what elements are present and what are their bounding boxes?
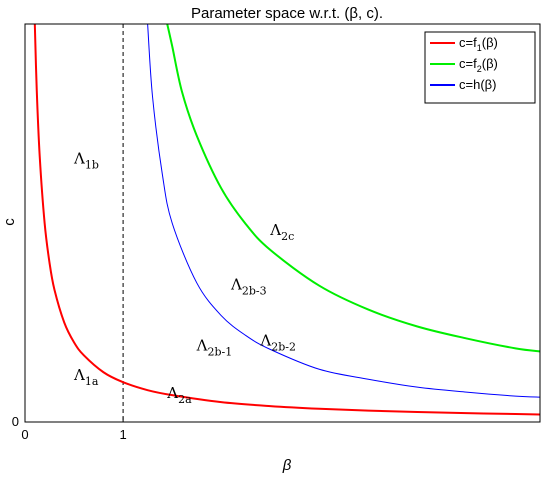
region-label-1b: Λ1b bbox=[73, 149, 99, 171]
region-label-2b-1: Λ2b-1 bbox=[196, 336, 233, 358]
chart-title: Parameter space w.r.t. (β, c). bbox=[191, 5, 383, 22]
region-label-2b-3: Λ2b-3 bbox=[230, 276, 267, 298]
x-tick-label: 0 bbox=[21, 427, 28, 442]
plot-area-frame bbox=[24, 23, 541, 423]
series-line-h bbox=[147, 24, 540, 398]
series-line-f2 bbox=[166, 24, 540, 353]
y-axis-label: c bbox=[1, 218, 18, 226]
x-tick-label: 1 bbox=[119, 427, 126, 442]
region-label-1a: Λ1a bbox=[73, 366, 99, 388]
legend-entry: c=f1(β) bbox=[459, 35, 498, 53]
legend-entry: c=f2(β) bbox=[459, 56, 498, 74]
region-label-2b-2: Λ2b-2 bbox=[259, 331, 296, 353]
series-line-f1 bbox=[33, 24, 540, 416]
legend: c=f1(β) c=f2(β) c=h(β) bbox=[424, 31, 536, 104]
region-label-2a: Λ2a bbox=[166, 384, 192, 406]
legend-entry: c=h(β) bbox=[459, 77, 496, 92]
x-axis-label: β bbox=[282, 457, 292, 474]
y-tick-label: 0 bbox=[12, 414, 19, 429]
region-label-2c: Λ2c bbox=[269, 221, 294, 243]
